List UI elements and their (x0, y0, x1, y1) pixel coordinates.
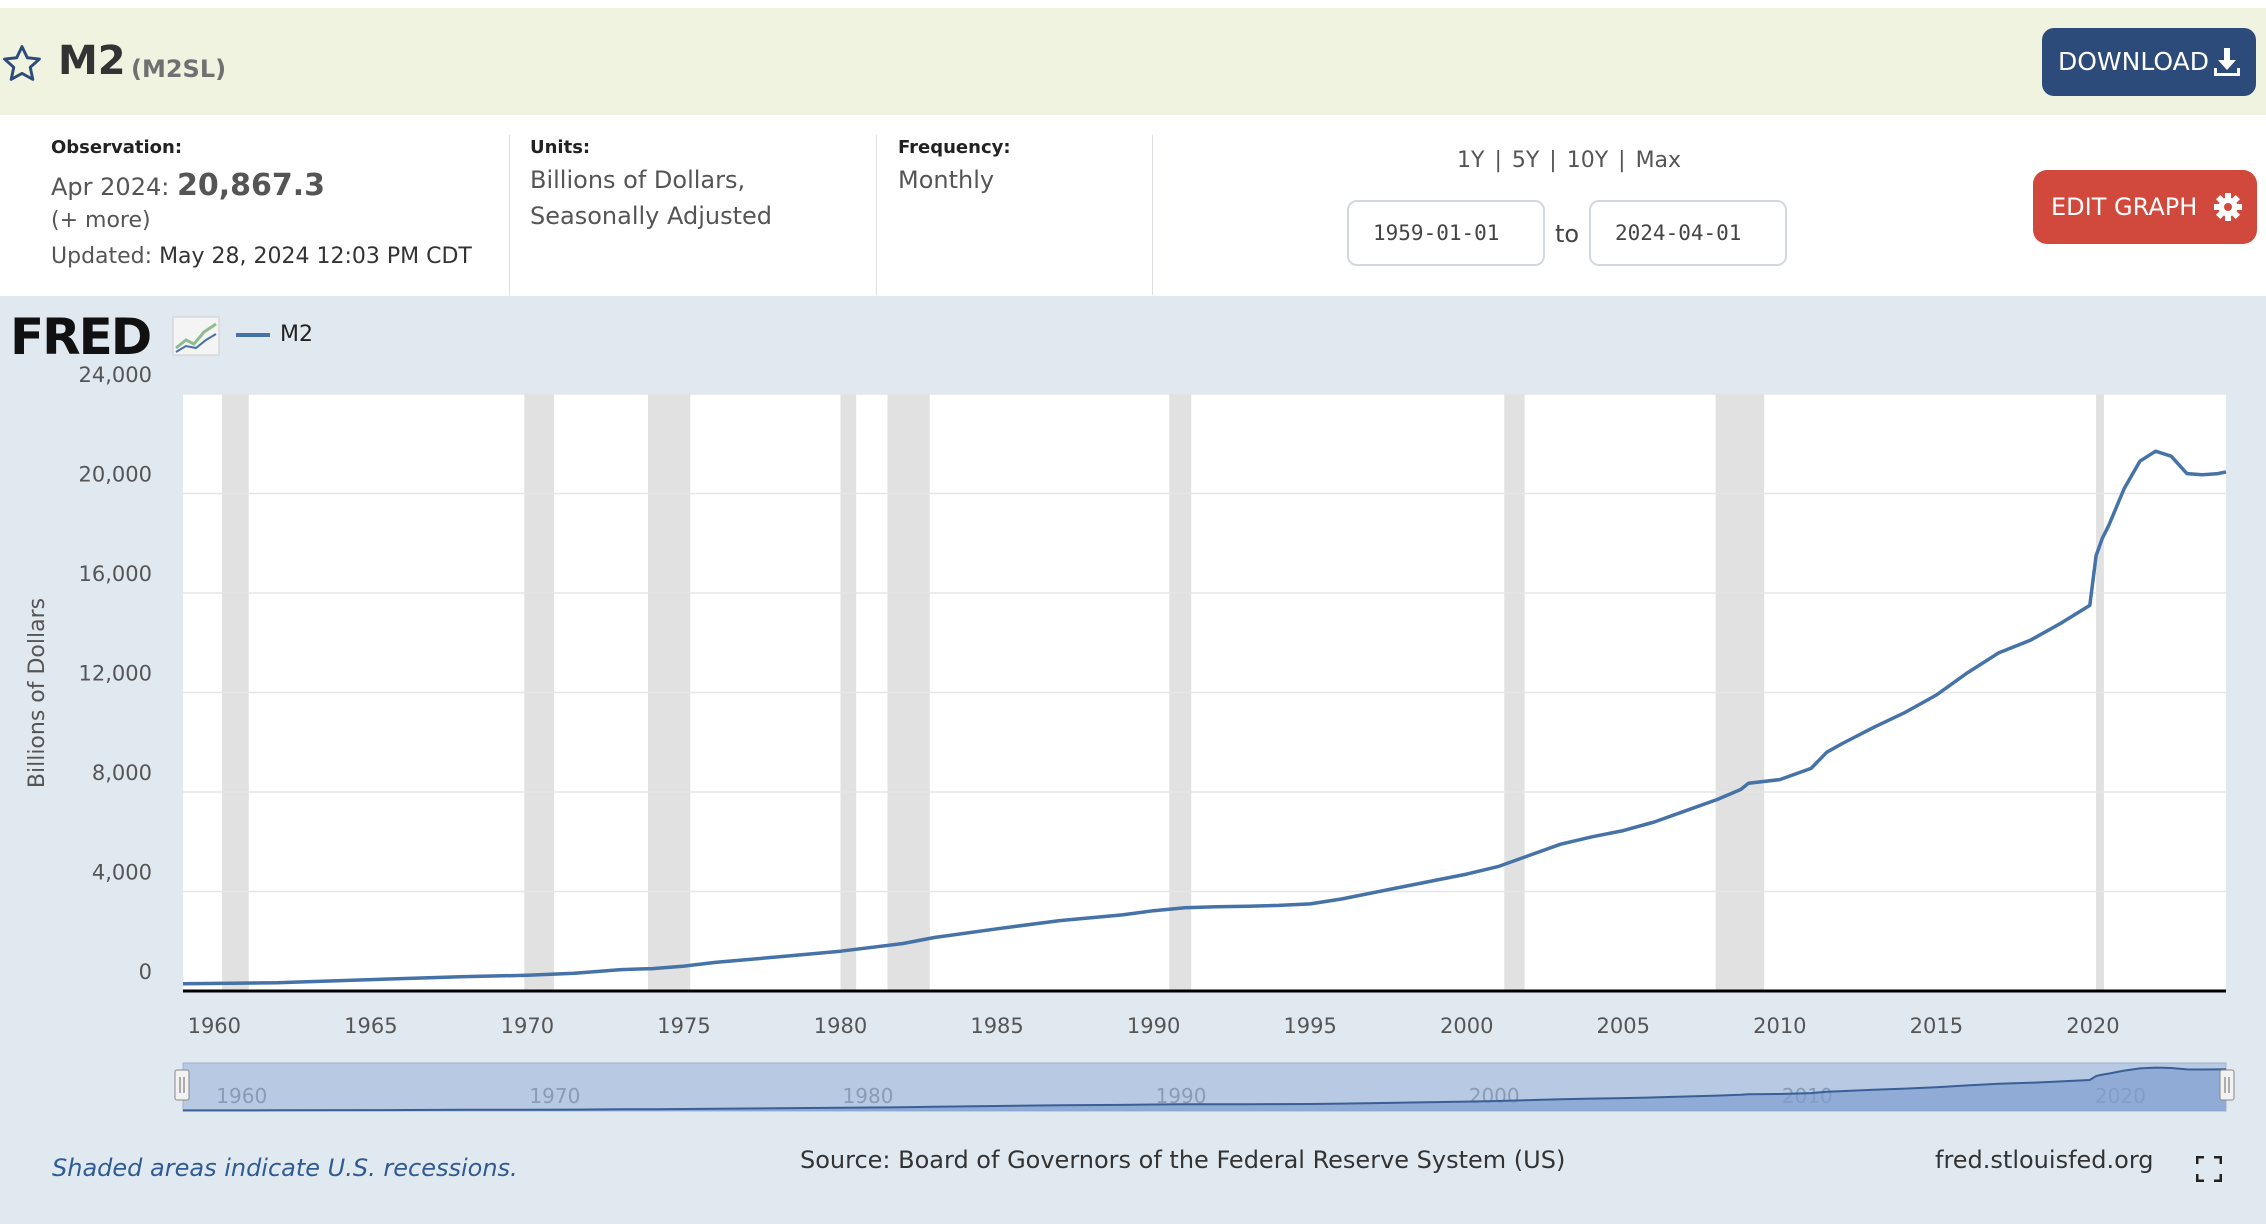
chart-logo-icon (172, 316, 220, 356)
recession-note: Shaded areas indicate U.S. recessions. (52, 1154, 518, 1182)
y-tick-label: 20,000 (79, 463, 152, 487)
end-date-input[interactable]: 2024-04-01 (1589, 200, 1787, 266)
range-separator: | (1494, 148, 1502, 173)
range-separator: | (1549, 148, 1557, 173)
site-link[interactable]: fred.stlouisfed.org (1935, 1146, 2154, 1174)
units-label: Units: (530, 137, 591, 158)
range-max[interactable]: Max (1635, 148, 1682, 173)
download-button[interactable]: DOWNLOAD (2042, 28, 2256, 96)
series-title: M2 (58, 38, 126, 84)
x-tick-label: 1960 (188, 1014, 241, 1038)
y-tick-label: 16,000 (79, 562, 152, 586)
x-tick-label: 2015 (1910, 1014, 1963, 1038)
y-tick-label: 12,000 (79, 662, 152, 686)
y-tick-label: 24,000 (79, 363, 152, 387)
x-tick-label: 1980 (814, 1014, 867, 1038)
units-line1: Billions of Dollars, (530, 166, 746, 194)
range-5y[interactable]: 5Y (1511, 148, 1540, 173)
observation-date: Apr 2024: (51, 173, 170, 201)
x-tick-label: 1990 (1127, 1014, 1180, 1038)
series-id: (M2SL) (131, 55, 227, 83)
edit-graph-label: EDIT GRAPH (2051, 193, 2198, 221)
frequency-label: Frequency: (898, 137, 1011, 158)
x-tick-label: 2000 (1440, 1014, 1493, 1038)
divider (509, 135, 510, 295)
series-line-m2 (182, 449, 2227, 986)
gear-icon (2214, 193, 2242, 221)
download-icon (2214, 48, 2240, 76)
divider (876, 135, 877, 295)
star-outline-icon[interactable] (0, 42, 44, 86)
x-tick-label: 1995 (1283, 1014, 1336, 1038)
to-label: to (1555, 220, 1580, 248)
observation-value: 20,867.3 (176, 168, 325, 203)
x-tick-label: 1975 (657, 1014, 710, 1038)
divider (1152, 135, 1153, 295)
chart-legend: M2 (236, 322, 313, 347)
edit-graph-button[interactable]: EDIT GRAPH (2033, 170, 2257, 244)
updated-value: May 28, 2024 12:03 PM CDT (159, 244, 472, 269)
units-line2: Seasonally Adjusted (530, 202, 773, 230)
x-tick-label: 2005 (1597, 1014, 1650, 1038)
y-tick-label: 8,000 (92, 761, 152, 785)
download-label: DOWNLOAD (2058, 47, 2209, 76)
range-separator: | (1618, 148, 1626, 173)
series-header (0, 8, 2266, 115)
range-10y[interactable]: 10Y (1566, 148, 1609, 173)
x-tick-label: 1970 (501, 1014, 554, 1038)
legend-label-m2: M2 (280, 322, 313, 347)
y-tick-label: 0 (139, 960, 152, 984)
y-axis-label: Billions of Dollars (25, 598, 50, 788)
x-tick-label: 1965 (344, 1014, 397, 1038)
updated-row: Updated: May 28, 2024 12:03 PM CDT (51, 244, 472, 269)
start-date-input[interactable]: 1959-01-01 (1347, 200, 1545, 266)
range-1y[interactable]: 1Y (1457, 148, 1485, 173)
x-tick-label: 1985 (970, 1014, 1023, 1038)
more-link[interactable]: (+ more) (51, 208, 151, 233)
range-selector: 1Y | 5Y | 10Y | Max (1457, 148, 1681, 173)
observation-label: Observation: (51, 137, 183, 158)
x-tick-label: 2020 (2066, 1014, 2119, 1038)
observation-row: Apr 2024: 20,867.3 (51, 168, 325, 203)
frequency-value: Monthly (898, 166, 995, 194)
fred-logo: FRED (10, 308, 152, 366)
source-text: Source: Board of Governors of the Federa… (800, 1146, 1566, 1174)
x-tick-label: 2010 (1753, 1014, 1806, 1038)
y-tick-label: 4,000 (92, 861, 152, 885)
fullscreen-icon[interactable] (2196, 1156, 2222, 1182)
legend-swatch (236, 333, 270, 337)
updated-label: Updated: (51, 244, 153, 269)
